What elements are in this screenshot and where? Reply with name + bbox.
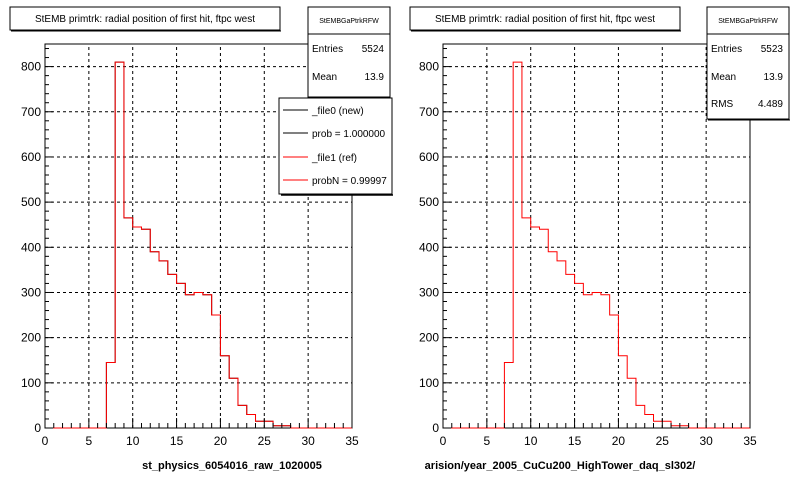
left-y-ticks: 0 100 200 300 400 500 600 700 800: [21, 48, 53, 435]
right-title: StEMB primtrk: radial position of first …: [435, 14, 655, 25]
legend-entry-ref: _file1 (ref): [283, 153, 357, 164]
y-tick-label: 200: [419, 331, 439, 345]
left-x-axis-label: st_physics_6054016_raw_1020005: [142, 460, 322, 472]
x-tick-label: 20: [214, 434, 228, 448]
x-tick-label: 30: [699, 434, 713, 448]
legend-entry-new: _file0 (new): [283, 106, 364, 117]
right-panel: 0 100 200 300 400 500 600 700 800 0 5 10 15 20 25 30 35…: [409, 6, 790, 472]
right-x-axis-label: arision/year_2005_CuCu200_HighTower_daq_…: [425, 460, 696, 472]
y-tick-label: 0: [34, 421, 41, 435]
histogram-series-1: [45, 61, 352, 429]
right-stats-mean-label: Mean: [711, 72, 736, 83]
x-tick-label: 0: [440, 434, 447, 448]
y-tick-label: 100: [21, 376, 41, 390]
right-title-box: [409, 6, 681, 31]
left-title: StEMB primtrk: radial position of first …: [35, 14, 255, 25]
x-tick-label: 20: [612, 434, 626, 448]
right-stats-box: [706, 6, 790, 120]
x-tick-label: 15: [568, 434, 582, 448]
right-stats-mean-value: 13.9: [764, 72, 784, 83]
y-tick-label: 700: [419, 105, 439, 119]
left-stats-box: [307, 6, 391, 98]
right-stats-name: StEMBGaPtrkRFW: [718, 18, 778, 25]
y-tick-label: 100: [419, 376, 439, 390]
x-tick-label: 25: [258, 434, 272, 448]
left-stats-name: StEMBGaPtrkRFW: [319, 18, 379, 25]
x-tick-label: 5: [86, 434, 93, 448]
legend-label-probn: probN = 0.99997: [312, 176, 387, 187]
y-tick-label: 500: [419, 195, 439, 209]
x-tick-label: 30: [301, 434, 315, 448]
right-stats-rms-value: 4.489: [758, 99, 783, 110]
legend-entry-prob: prob = 1.000000: [283, 129, 386, 140]
x-tick-label: 10: [126, 434, 140, 448]
right-y-ticks: 0 100 200 300 400 500 600 700 800: [419, 48, 451, 435]
left-title-box: [9, 6, 281, 31]
histogram-series-0: [443, 61, 750, 429]
y-tick-label: 400: [21, 240, 41, 254]
y-tick-label: 800: [21, 60, 41, 74]
y-tick-label: 0: [432, 421, 439, 435]
y-tick-label: 600: [21, 150, 41, 164]
left-stats-entries-label: Entries: [312, 44, 343, 55]
x-tick-label: 25: [656, 434, 670, 448]
y-tick-label: 600: [419, 150, 439, 164]
right-stats-entries-value: 5523: [761, 44, 784, 55]
right-grid: [443, 44, 750, 428]
left-stats-mean-value: 13.9: [365, 72, 385, 83]
left-stats-mean-label: Mean: [312, 72, 337, 83]
x-tick-label: 35: [345, 434, 359, 448]
right-series-group: [443, 61, 750, 429]
legend-label-ref: _file1 (ref): [311, 153, 357, 164]
y-tick-label: 300: [21, 285, 41, 299]
left-x-ticks: 0 5 10 15 20 25 30 35: [42, 418, 359, 448]
right-stats-rms-label: RMS: [711, 99, 734, 110]
y-tick-label: 400: [419, 240, 439, 254]
x-tick-label: 10: [524, 434, 538, 448]
x-tick-label: 15: [170, 434, 184, 448]
x-tick-label: 0: [42, 434, 49, 448]
left-panel: 0 100 200 300 400 500 600 700 800 0 5 10 15 20 25 30 35…: [9, 6, 393, 472]
y-tick-label: 300: [419, 285, 439, 299]
right-plot-frame: [442, 43, 751, 429]
legend-label-prob: prob = 1.000000: [312, 129, 386, 140]
x-tick-label: 5: [484, 434, 491, 448]
left-stats-entries-value: 5524: [362, 44, 385, 55]
y-tick-label: 800: [419, 60, 439, 74]
left-legend-box: [278, 97, 393, 195]
y-tick-label: 500: [21, 195, 41, 209]
legend-entry-probn: probN = 0.99997: [283, 176, 387, 187]
left-series-group: [45, 61, 352, 429]
legend-label-new: _file0 (new): [311, 106, 364, 117]
right-x-ticks: 0 5 10 15 20 25 30 35: [440, 418, 757, 448]
x-tick-label: 35: [743, 434, 757, 448]
y-tick-label: 700: [21, 105, 41, 119]
right-stats-entries-label: Entries: [711, 44, 742, 55]
y-tick-label: 200: [21, 331, 41, 345]
